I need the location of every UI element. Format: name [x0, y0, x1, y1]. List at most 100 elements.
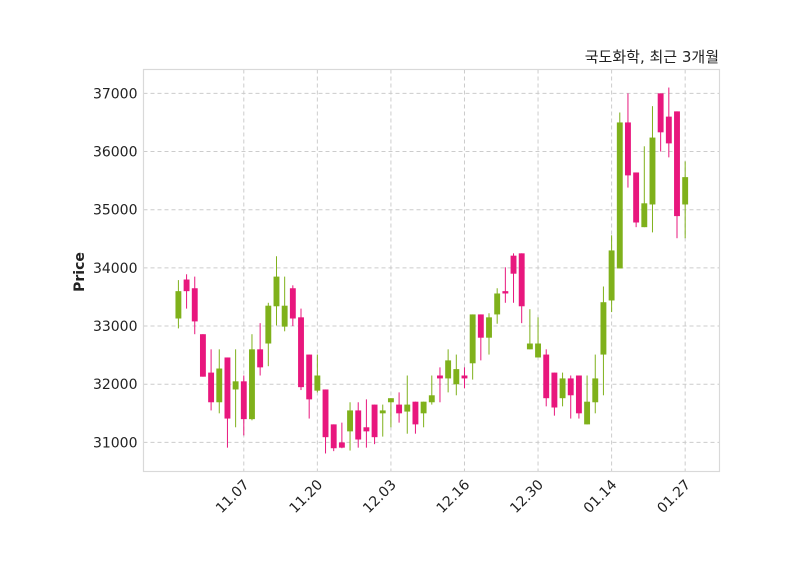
- candle-body: [494, 293, 501, 315]
- x-tick-label: 12.16: [434, 477, 474, 517]
- candle-body: [208, 372, 215, 403]
- candle-body: [240, 381, 247, 420]
- candle-down: [477, 314, 484, 361]
- candle-body: [363, 427, 370, 432]
- candle-down: [363, 399, 370, 448]
- candle-up: [249, 334, 255, 421]
- x-tick-label: 11.20: [287, 477, 327, 517]
- candle-down: [355, 402, 362, 448]
- candle-down: [199, 334, 206, 377]
- candle-body: [298, 317, 304, 388]
- candle-body: [616, 122, 623, 269]
- candle-body: [518, 253, 525, 307]
- candle-up: [469, 314, 476, 380]
- candle-body: [404, 404, 411, 412]
- candle-up: [387, 398, 394, 428]
- candle-down: [510, 253, 517, 303]
- candle-body: [420, 401, 427, 414]
- candle-body: [273, 276, 280, 307]
- candle-body: [265, 305, 272, 344]
- y-axis-label: Price: [72, 252, 88, 292]
- candle-up: [281, 276, 288, 332]
- y-axis: 31000 32000 33000 34000 35000 36000 37000: [93, 86, 138, 451]
- candle-down: [551, 372, 558, 416]
- candle-body: [387, 398, 394, 403]
- candle-up: [641, 146, 648, 228]
- x-tick-label: 11.07: [213, 477, 253, 517]
- candle-up: [535, 317, 541, 358]
- candle-body: [289, 288, 296, 319]
- candle-body: [641, 203, 648, 228]
- candle-body: [428, 395, 435, 403]
- candle-down: [183, 274, 190, 309]
- candle-body: [412, 401, 419, 425]
- chart-title: 국도화학, 최근 3개월: [585, 48, 719, 66]
- candle-body: [559, 378, 566, 399]
- candle-up: [232, 349, 239, 428]
- candle-body: [461, 375, 468, 379]
- y-tick-label: 35000: [93, 203, 138, 219]
- x-tick-label: 01.27: [654, 477, 694, 517]
- candle-body: [379, 410, 386, 414]
- candle-down: [674, 111, 680, 239]
- candle-body: [649, 137, 656, 205]
- candle-up: [682, 161, 689, 239]
- candle-up: [584, 375, 591, 425]
- candle-body: [338, 442, 345, 448]
- candle-up: [175, 280, 182, 329]
- y-tick-label: 31000: [93, 435, 138, 451]
- candle-body: [396, 404, 403, 414]
- candle-down: [306, 354, 313, 419]
- candle-body: [330, 424, 337, 449]
- candle-up: [420, 401, 427, 428]
- candle-body: [249, 349, 255, 420]
- candle-up: [608, 235, 615, 313]
- candle-up: [445, 349, 452, 393]
- candle-down: [518, 253, 525, 324]
- candles: [175, 87, 689, 454]
- candle-up: [379, 404, 386, 437]
- x-axis: 11.07 11.20 12.03 12.16 12.30 01.14 01.27: [213, 477, 694, 517]
- candle-body: [232, 381, 239, 390]
- candle-body: [486, 317, 492, 338]
- candle-down: [208, 349, 215, 411]
- candle-up: [404, 375, 411, 434]
- candle-body: [510, 255, 517, 274]
- x-tick-label: 01.14: [581, 477, 621, 517]
- candle-up: [347, 402, 353, 451]
- candle-up: [559, 372, 566, 407]
- candle-down: [298, 308, 304, 391]
- candle-body: [224, 357, 231, 419]
- y-tick-label: 32000: [93, 377, 138, 393]
- candle-body: [257, 349, 264, 368]
- candle-up: [616, 112, 623, 269]
- candle-body: [543, 354, 550, 399]
- candle-body: [657, 93, 664, 133]
- candle-body: [191, 288, 198, 322]
- y-tick-label: 33000: [93, 319, 138, 335]
- candle-body: [502, 291, 509, 294]
- candle-body: [281, 305, 288, 327]
- candle-body: [355, 410, 362, 440]
- candle-up: [486, 313, 492, 355]
- candle-down: [567, 375, 574, 419]
- candle-body: [437, 375, 443, 379]
- candle-down: [191, 276, 198, 335]
- candle-down: [289, 285, 296, 327]
- candle-down: [412, 401, 419, 434]
- candle-body: [526, 343, 533, 350]
- candle-up: [428, 375, 435, 405]
- candle-body: [682, 177, 689, 205]
- candle-up: [314, 354, 321, 393]
- candle-body: [175, 291, 182, 319]
- candle-down: [257, 323, 264, 376]
- candle-up: [526, 309, 533, 350]
- candle-down: [543, 349, 550, 407]
- x-tick-label: 12.30: [507, 477, 547, 517]
- candle-up: [600, 286, 607, 396]
- candle-down: [240, 375, 247, 436]
- candle-up: [649, 106, 656, 233]
- candle-down: [330, 424, 337, 452]
